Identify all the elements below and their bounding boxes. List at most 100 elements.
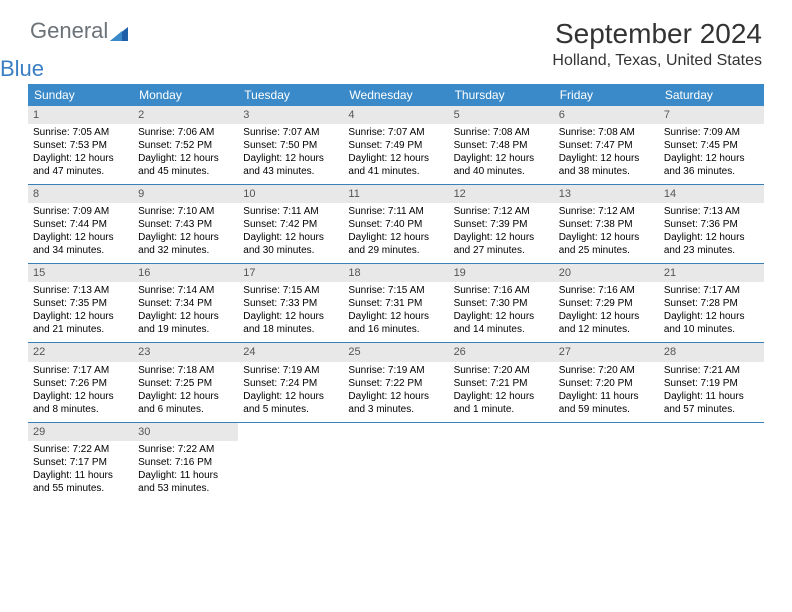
sunset-line: Sunset: 7:21 PM — [454, 377, 549, 390]
calendar-week: 1Sunrise: 7:05 AMSunset: 7:53 PMDaylight… — [28, 106, 764, 185]
day-number: 21 — [659, 264, 764, 282]
day-number: 16 — [133, 264, 238, 282]
sunset-line: Sunset: 7:40 PM — [348, 218, 443, 231]
calendar-cell: 3Sunrise: 7:07 AMSunset: 7:50 PMDaylight… — [238, 106, 343, 184]
sunrise-line: Sunrise: 7:06 AM — [138, 126, 233, 139]
sunrise-line: Sunrise: 7:18 AM — [138, 364, 233, 377]
sunset-line: Sunset: 7:48 PM — [454, 139, 549, 152]
sunrise-line: Sunrise: 7:12 AM — [454, 205, 549, 218]
day-number: 5 — [449, 106, 554, 124]
daylight-line: Daylight: 12 hours and 45 minutes. — [138, 152, 233, 178]
sunrise-line: Sunrise: 7:17 AM — [664, 284, 759, 297]
sunrise-line: Sunrise: 7:22 AM — [33, 443, 128, 456]
sunset-line: Sunset: 7:50 PM — [243, 139, 338, 152]
day-number: 7 — [659, 106, 764, 124]
sunset-line: Sunset: 7:44 PM — [33, 218, 128, 231]
day-number: 3 — [238, 106, 343, 124]
calendar-cell: 13Sunrise: 7:12 AMSunset: 7:38 PMDayligh… — [554, 185, 659, 263]
calendar: SundayMondayTuesdayWednesdayThursdayFrid… — [28, 84, 764, 501]
day-header: Tuesday — [238, 84, 343, 106]
sunrise-line: Sunrise: 7:11 AM — [243, 205, 338, 218]
calendar-cell: 20 Sunrise: 7:16 AMSunset: 7:29 PMDayligh… — [554, 264, 659, 342]
day-number: 12 — [449, 185, 554, 203]
logo-word1: General — [30, 18, 108, 43]
daylight-line: Daylight: 12 hours and 1 minute. — [454, 390, 549, 416]
calendar-cell: 17Sunrise: 7:15 AMSunset: 7:33 PMDayligh… — [238, 264, 343, 342]
calendar-cell: 2Sunrise: 7:06 AMSunset: 7:52 PMDaylight… — [133, 106, 238, 184]
sunrise-line: Sunrise: 7:15 AM — [243, 284, 338, 297]
calendar-cell: 1Sunrise: 7:05 AMSunset: 7:53 PMDaylight… — [28, 106, 133, 184]
sunset-line: Sunset: 7:36 PM — [664, 218, 759, 231]
calendar-cell: 25Sunrise: 7:19 AMSunset: 7:22 PMDayligh… — [343, 343, 448, 421]
daylight-line: Daylight: 12 hours and 3 minutes. — [348, 390, 443, 416]
day-number: 22 — [28, 343, 133, 361]
sunrise-line: Sunrise: 7:16 AM — [559, 284, 654, 297]
calendar-cell: 7Sunrise: 7:09 AMSunset: 7:45 PMDaylight… — [659, 106, 764, 184]
calendar-cell: 5 Sunrise: 7:08 AMSunset: 7:48 PMDaylight… — [449, 106, 554, 184]
daylight-line: Daylight: 12 hours and 43 minutes. — [243, 152, 338, 178]
day-number: 17 — [238, 264, 343, 282]
calendar-cell: 11Sunrise: 7:11 AMSunset: 7:40 PMDayligh… — [343, 185, 448, 263]
sunrise-line: Sunrise: 7:08 AM — [454, 126, 549, 139]
calendar-cell: 12Sunrise: 7:12 AMSunset: 7:39 PMDayligh… — [449, 185, 554, 263]
daylight-line: Daylight: 12 hours and 23 minutes. — [664, 231, 759, 257]
sunset-line: Sunset: 7:28 PM — [664, 297, 759, 310]
calendar-week: 29Sunrise: 7:22 AMSunset: 7:17 PMDayligh… — [28, 423, 764, 501]
day-number: 19 — [449, 264, 554, 282]
calendar-cell: 16Sunrise: 7:14 AMSunset: 7:34 PMDayligh… — [133, 264, 238, 342]
calendar-cell: 15Sunrise: 7:13 AMSunset: 7:35 PMDayligh… — [28, 264, 133, 342]
sunrise-line: Sunrise: 7:09 AM — [664, 126, 759, 139]
calendar-cell: 14Sunrise: 7:13 AMSunset: 7:36 PMDayligh… — [659, 185, 764, 263]
sunset-line: Sunset: 7:29 PM — [559, 297, 654, 310]
calendar-cell: 29Sunrise: 7:22 AMSunset: 7:17 PMDayligh… — [28, 423, 133, 501]
day-header-row: SundayMondayTuesdayWednesdayThursdayFrid… — [28, 84, 764, 106]
sunrise-line: Sunrise: 7:13 AM — [664, 205, 759, 218]
day-number: 24 — [238, 343, 343, 361]
calendar-cell: 30Sunrise: 7:22 AMSunset: 7:16 PMDayligh… — [133, 423, 238, 501]
day-number: 18 — [343, 264, 448, 282]
daylight-line: Daylight: 12 hours and 19 minutes. — [138, 310, 233, 336]
day-number: 28 — [659, 343, 764, 361]
daylight-line: Daylight: 11 hours and 57 minutes. — [664, 390, 759, 416]
sunset-line: Sunset: 7:39 PM — [454, 218, 549, 231]
sunset-line: Sunset: 7:16 PM — [138, 456, 233, 469]
day-header: Sunday — [28, 84, 133, 106]
calendar-cell: 22Sunrise: 7:17 AMSunset: 7:26 PMDayligh… — [28, 343, 133, 421]
calendar-cell — [343, 423, 448, 501]
calendar-cell: 10Sunrise: 7:11 AMSunset: 7:42 PMDayligh… — [238, 185, 343, 263]
calendar-cell: 28Sunrise: 7:21 AMSunset: 7:19 PMDayligh… — [659, 343, 764, 421]
day-number: 26 — [449, 343, 554, 361]
day-header: Wednesday — [343, 84, 448, 106]
daylight-line: Daylight: 11 hours and 53 minutes. — [138, 469, 233, 495]
daylight-line: Daylight: 12 hours and 40 minutes. — [454, 152, 549, 178]
sunrise-line: Sunrise: 7:19 AM — [348, 364, 443, 377]
day-header: Saturday — [659, 84, 764, 106]
daylight-line: Daylight: 11 hours and 55 minutes. — [33, 469, 128, 495]
page-subtitle: Holland, Texas, United States — [552, 52, 762, 70]
sunrise-line: Sunrise: 7:13 AM — [33, 284, 128, 297]
daylight-line: Daylight: 12 hours and 12 minutes. — [559, 310, 654, 336]
day-number: 11 — [343, 185, 448, 203]
sunset-line: Sunset: 7:53 PM — [33, 139, 128, 152]
day-number: 23 — [133, 343, 238, 361]
daylight-line: Daylight: 12 hours and 14 minutes. — [454, 310, 549, 336]
calendar-cell: 4Sunrise: 7:07 AMSunset: 7:49 PMDaylight… — [343, 106, 448, 184]
sunrise-line: Sunrise: 7:20 AM — [454, 364, 549, 377]
sunset-line: Sunset: 7:42 PM — [243, 218, 338, 231]
day-number: 8 — [28, 185, 133, 203]
daylight-line: Daylight: 12 hours and 41 minutes. — [348, 152, 443, 178]
sunset-line: Sunset: 7:31 PM — [348, 297, 443, 310]
daylight-line: Daylight: 12 hours and 21 minutes. — [33, 310, 128, 336]
calendar-cell: 8Sunrise: 7:09 AMSunset: 7:44 PMDaylight… — [28, 185, 133, 263]
daylight-line: Daylight: 12 hours and 10 minutes. — [664, 310, 759, 336]
day-number: 20 — [554, 264, 659, 282]
sunrise-line: Sunrise: 7:21 AM — [664, 364, 759, 377]
daylight-line: Daylight: 12 hours and 16 minutes. — [348, 310, 443, 336]
sunrise-line: Sunrise: 7:11 AM — [348, 205, 443, 218]
sunrise-line: Sunrise: 7:14 AM — [138, 284, 233, 297]
day-number: 27 — [554, 343, 659, 361]
calendar-cell: 18Sunrise: 7:15 AMSunset: 7:31 PMDayligh… — [343, 264, 448, 342]
sunrise-line: Sunrise: 7:20 AM — [559, 364, 654, 377]
calendar-cell: 23Sunrise: 7:18 AMSunset: 7:25 PMDayligh… — [133, 343, 238, 421]
calendar-week: 8Sunrise: 7:09 AMSunset: 7:44 PMDaylight… — [28, 185, 764, 264]
